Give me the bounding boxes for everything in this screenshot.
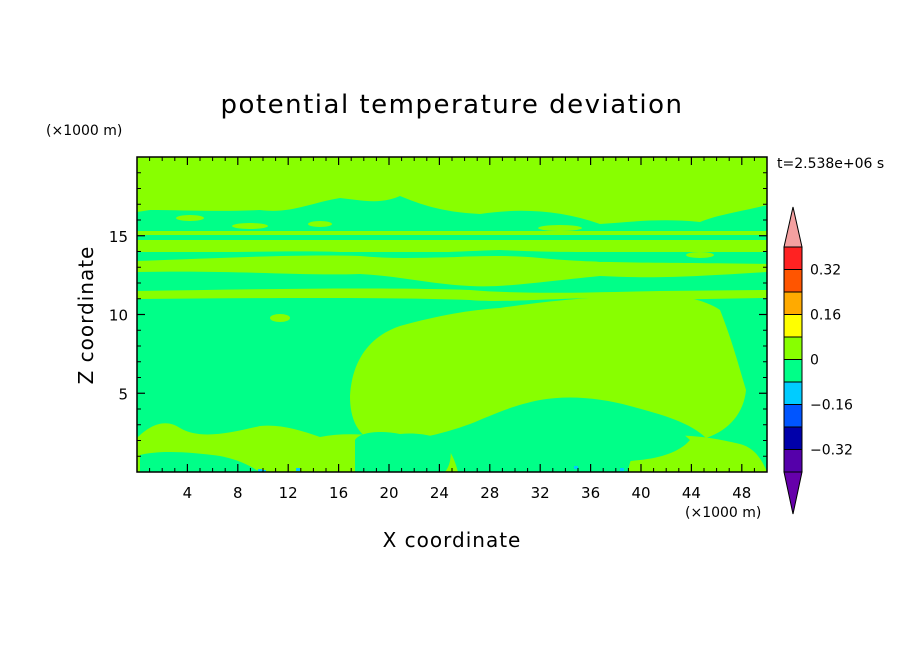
colorbar-swatch [783,291,803,315]
cool-contour-speck [262,470,266,472]
warm-contour-speck [496,312,544,320]
warm-contour-speck [404,266,436,274]
colorbar-tick-label: 0 [810,353,819,369]
y-unit-label: (×1000 m) [46,123,122,139]
contour-field [137,157,767,472]
warm-contour-region [137,231,767,235]
warm-contour-speck [308,221,332,227]
neutral-contour-region [137,250,767,262]
x-tick-label: 28 [480,484,499,502]
x-tick-label: 4 [183,484,193,502]
time-label: t=2.538e+06 s [777,156,884,172]
x-tick-label: 32 [531,484,550,502]
x-tick-label: 16 [329,484,348,502]
colorbar-swatch [783,359,803,383]
x-tick-label: 44 [682,484,701,502]
warm-contour-speck [232,223,268,229]
x-axis-label: X coordinate [383,528,522,552]
neutral-contour-region [355,432,451,472]
cool-contour-speck [620,468,624,471]
colorbar-over-arrow [783,206,803,248]
warm-contour-speck [686,252,714,258]
x-tick-label: 12 [279,484,298,502]
y-tick-label: 15 [109,228,128,246]
colorbar-swatch [783,314,803,338]
colorbar-tick-label: −0.32 [810,443,853,459]
colorbar-under-arrow [783,471,803,515]
cool-contour-speck [296,468,300,471]
chart-title: potential temperature deviation [221,90,684,120]
warm-contour-region [137,157,767,224]
colorbar: 0.32 0.16 0 −0.16 −0.32 [783,206,853,515]
warm-contour-region [350,294,746,443]
colorbar-swatch [783,336,803,360]
y-axis: 5 10 15 [109,172,767,457]
colorbar-tick-label: 0.32 [810,263,841,279]
neutral-contour-region [460,401,690,472]
colorbar-swatch [783,449,803,473]
x-tick-label: 40 [631,484,650,502]
y-tick-label: 10 [109,307,128,325]
warm-contour-speck [176,215,204,221]
warm-contour-speck [280,261,320,271]
colorbar-tick-label: −0.16 [810,398,853,414]
y-axis-label: Z coordinate [74,246,98,385]
y-tick-label: 5 [118,385,128,403]
x-tick-label: 20 [379,484,398,502]
cool-contour-speck [258,469,262,472]
x-unit-label: (×1000 m) [685,505,761,521]
x-tick-label: 24 [430,484,449,502]
x-tick-label: 36 [581,484,600,502]
warm-contour-speck [188,265,212,271]
warm-contour-region [137,240,767,252]
x-axis: 4 8 12 16 20 24 28 32 36 40 44 48 [149,157,755,502]
colorbar-swatch [783,269,803,293]
colorbar-swatch [783,381,803,405]
colorbar-swatch [783,426,803,450]
warm-contour-speck [538,225,582,231]
x-tick-label: 8 [233,484,243,502]
neutral-contour-region [137,212,767,231]
colorbar-swatch [783,404,803,428]
warm-contour-speck [270,314,290,322]
x-tick-label: 48 [732,484,751,502]
warm-contour-speck [622,268,658,276]
cool-contour-speck [574,466,578,469]
colorbar-swatch [783,246,803,270]
neutral-contour-region [140,452,260,472]
colorbar-tick-label: 0.16 [810,308,841,324]
